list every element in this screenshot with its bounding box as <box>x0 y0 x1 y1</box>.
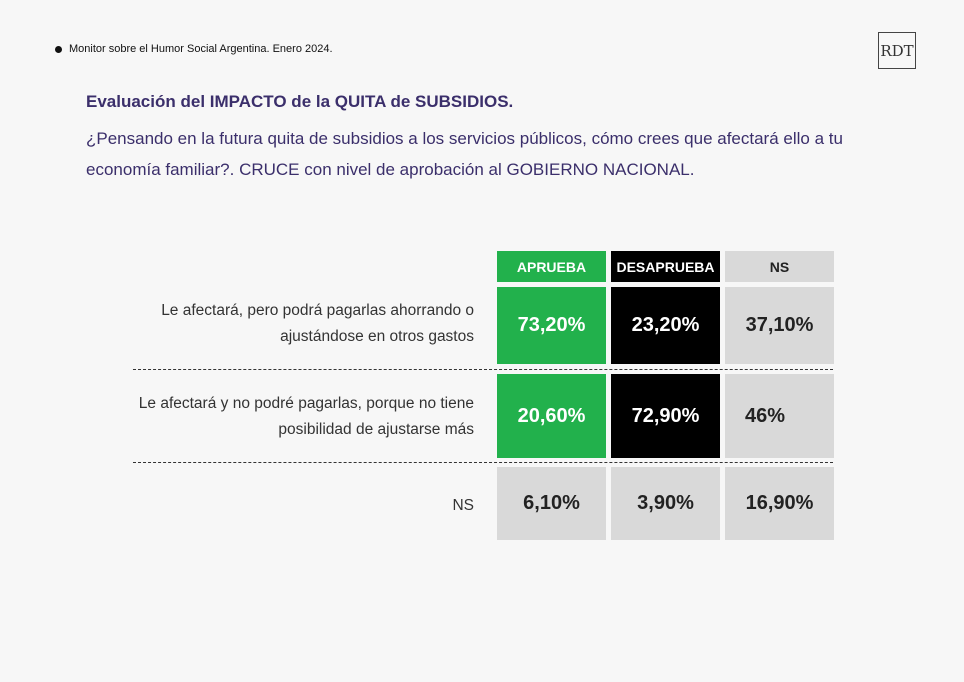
bullet-icon <box>55 45 62 53</box>
cell-r1-ns: 37,10% <box>725 287 834 364</box>
cell-r3-desaprueba: 3,90% <box>611 467 720 540</box>
source-note: Monitor sobre el Humor Social Argentina.… <box>55 43 333 55</box>
rdt-logo: RDT <box>878 32 916 69</box>
row-label-3: NS <box>452 497 474 514</box>
page-title: Evaluación del IMPACTO de la QUITA de SU… <box>86 92 514 111</box>
col-header-desaprueba: DESAPRUEBA <box>611 251 720 282</box>
col-header-aprueba: APRUEBA <box>497 251 606 282</box>
row-label-2: Le afectará y no podré pagarlas, porque … <box>138 395 474 438</box>
question-text: ¿Pensando en la futura quita de subsidio… <box>86 129 843 179</box>
row-divider-2 <box>133 462 833 463</box>
source-text: Monitor sobre el Humor Social Argentina.… <box>69 43 333 55</box>
cell-r1-desaprueba: 23,20% <box>611 287 720 364</box>
cell-r2-ns: 46% <box>725 374 834 458</box>
cell-r3-aprueba: 6,10% <box>497 467 606 540</box>
cell-r3-ns: 16,90% <box>725 467 834 540</box>
col-header-ns: NS <box>725 251 834 282</box>
cell-r2-aprueba: 20,60% <box>497 374 606 458</box>
row-label-1: Le afectará, pero podrá pagarlas ahorran… <box>161 302 474 345</box>
cell-r1-aprueba: 73,20% <box>497 287 606 364</box>
cell-r2-desaprueba: 72,90% <box>611 374 720 458</box>
row-divider-1 <box>133 369 833 370</box>
